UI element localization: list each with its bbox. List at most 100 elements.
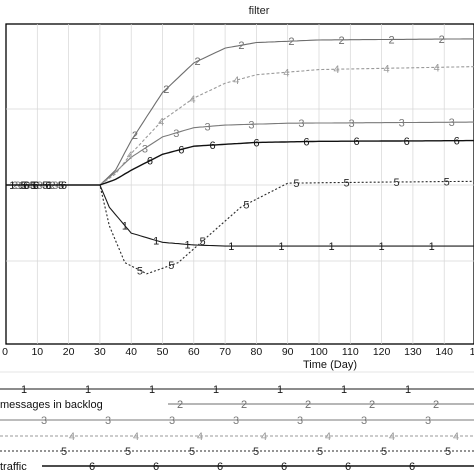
chart-title: filter [249, 5, 270, 17]
series-marker-4: 4 [127, 150, 133, 162]
series-marker-2: 2 [50, 180, 56, 192]
x-axis-ticks: 0 10 20 30 40 50 60 70 80 90 100 110 120 130 140 15 [2, 346, 474, 358]
series-marker-6: 6 [147, 156, 153, 168]
legend-marker-1: 1 [213, 384, 219, 396]
series-marker-5: 5 [243, 199, 249, 211]
legend-marker-6: 6 [409, 461, 415, 473]
legend-marker-4: 4 [325, 431, 331, 443]
legend-marker-5: 5 [381, 446, 387, 458]
series-marker-6: 6 [178, 144, 184, 156]
series-marker-5: 5 [343, 177, 349, 189]
series-marker-3: 3 [142, 143, 148, 155]
series-marker-5: 5 [58, 180, 64, 192]
series-marker-5: 5 [200, 236, 206, 248]
gridlines [6, 24, 474, 344]
x-tick-label: 40 [125, 346, 137, 358]
series-marker-4: 4 [283, 67, 289, 79]
x-tick-label: 70 [219, 346, 231, 358]
x-tick-label: 15 [470, 346, 474, 358]
series-marker-2: 2 [194, 56, 200, 68]
legend-marker-1: 1 [21, 384, 27, 396]
series-marker-5: 5 [293, 178, 299, 190]
series-marker-2: 2 [21, 180, 27, 192]
series-marker-3: 3 [298, 118, 304, 130]
series-marker-6: 6 [353, 136, 359, 148]
series-marker-1: 1 [31, 180, 37, 192]
legend-marker-6: 6 [89, 461, 95, 473]
legend-marker-4: 4 [69, 431, 75, 443]
series-marker-3: 3 [348, 118, 354, 130]
series-marker-3: 3 [173, 128, 179, 140]
series-marker-3: 3 [399, 118, 405, 130]
legend-marker-2: 2 [241, 399, 247, 411]
x-tick-label: 50 [157, 346, 169, 358]
series-marker-2: 2 [238, 40, 244, 52]
x-tick-label: 130 [404, 346, 422, 358]
legend-marker-6: 6 [217, 461, 223, 473]
series-marker-3: 3 [52, 180, 58, 192]
legend-marker-1: 1 [85, 384, 91, 396]
series-marker-1: 1 [379, 241, 385, 253]
series-marker-1: 1 [9, 180, 15, 192]
series-marker-1: 1 [122, 221, 128, 233]
series-marker-2: 2 [288, 36, 294, 48]
series-marker-6: 6 [404, 136, 410, 148]
series-marker-4: 4 [158, 117, 164, 129]
legend-marker-4: 4 [133, 431, 139, 443]
x-tick-label: 100 [310, 346, 328, 358]
plot-area [5, 23, 474, 345]
legend-marker-1: 1 [149, 384, 155, 396]
x-tick-label: 0 [2, 346, 8, 358]
series-marker-4: 4 [55, 180, 61, 192]
series-marker-5: 5 [30, 180, 36, 192]
series-marker-1: 1 [47, 180, 53, 192]
series-line-6 [6, 139, 474, 186]
series-marker-6: 6 [210, 140, 216, 152]
series-marker-3: 3 [205, 122, 211, 134]
series-marker-6: 6 [45, 180, 51, 192]
series-marker-5: 5 [137, 265, 143, 277]
series-marker-6: 6 [23, 180, 29, 192]
legend-marker-4: 4 [197, 431, 203, 443]
legend-marker-3: 3 [105, 415, 111, 427]
legend-marker-3: 3 [425, 415, 431, 427]
series-marker-5: 5 [20, 180, 26, 192]
series-marker-2: 2 [12, 180, 18, 192]
series-line-4 [6, 66, 474, 186]
series-marker-6: 6 [253, 137, 259, 149]
x-tick-label: 120 [373, 346, 391, 358]
series-marker-1: 1 [184, 239, 190, 251]
legend-marker-3: 3 [41, 415, 47, 427]
series-marker-4: 4 [434, 62, 440, 74]
series-marker-1: 1 [278, 241, 284, 253]
legend-marker-6: 6 [153, 461, 159, 473]
legend-marker-5: 5 [189, 446, 195, 458]
series-marker-1: 1 [153, 236, 159, 248]
series-marker-6: 6 [454, 136, 460, 148]
series-marker-2: 2 [338, 35, 344, 47]
x-tick-label: 90 [282, 346, 294, 358]
series-marker-5: 5 [42, 180, 48, 192]
legend-marker-3: 3 [361, 415, 367, 427]
series-marker-3: 3 [15, 180, 21, 192]
series-marker-4: 4 [333, 64, 339, 76]
series-marker-1: 1 [328, 241, 334, 253]
series-marker-6: 6 [303, 137, 309, 149]
x-tick-label: 30 [94, 346, 106, 358]
legend-marker-2: 2 [177, 399, 183, 411]
series-marker-5: 5 [444, 177, 450, 189]
x-tick-label: 20 [63, 346, 75, 358]
x-tick-label: 10 [31, 346, 43, 358]
series-marker-5: 5 [394, 177, 400, 189]
series-marker-2: 2 [132, 130, 138, 142]
series-marker-6: 6 [61, 180, 67, 192]
series-marker-4: 4 [40, 180, 46, 192]
legend-marker-3: 3 [169, 415, 175, 427]
legend-marker-5: 5 [445, 446, 451, 458]
series-marker-4: 4 [27, 180, 33, 192]
legend-marker-4: 4 [453, 431, 459, 443]
legend-marker-5: 5 [253, 446, 259, 458]
